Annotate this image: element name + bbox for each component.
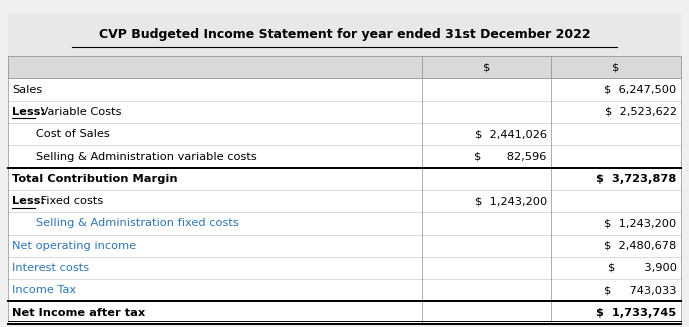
Text: $  2,480,678: $ 2,480,678 (604, 241, 677, 251)
Bar (8, 212, 681, 234)
Text: $        3,900: $ 3,900 (608, 263, 677, 273)
Text: Cost of Sales: Cost of Sales (25, 129, 110, 139)
Text: $  2,523,622: $ 2,523,622 (605, 107, 677, 117)
Bar (8, 78, 681, 101)
Bar (8, 56, 681, 78)
Bar (8, 146, 681, 168)
Text: Fixed costs: Fixed costs (37, 196, 103, 206)
Text: $  3,723,878: $ 3,723,878 (597, 174, 677, 184)
Bar (8, 234, 681, 257)
Text: $     743,033: $ 743,033 (604, 285, 677, 295)
Text: $  1,243,200: $ 1,243,200 (604, 218, 677, 228)
Bar (8, 301, 681, 324)
Text: $: $ (612, 62, 619, 72)
Bar (8, 190, 681, 212)
Text: $  6,247,500: $ 6,247,500 (604, 85, 677, 95)
Text: Selling & Administration variable costs: Selling & Administration variable costs (25, 151, 256, 162)
Bar (8, 123, 681, 146)
Text: $       82,596: $ 82,596 (475, 151, 547, 162)
Text: Sales: Sales (12, 85, 43, 95)
Bar (8, 168, 681, 190)
Text: CVP Budgeted Income Statement for year ended 31st December 2022: CVP Budgeted Income Statement for year e… (99, 28, 590, 41)
Text: Variable Costs: Variable Costs (37, 107, 121, 117)
Text: Less:: Less: (12, 196, 45, 206)
Text: Total Contribution Margin: Total Contribution Margin (12, 174, 178, 184)
Text: Net operating income: Net operating income (12, 241, 136, 251)
Text: Selling & Administration fixed costs: Selling & Administration fixed costs (25, 218, 238, 228)
Text: $  1,243,200: $ 1,243,200 (475, 196, 547, 206)
Text: Less:: Less: (12, 107, 45, 117)
Text: Interest costs: Interest costs (12, 263, 90, 273)
Bar (8, 101, 681, 123)
Text: $  2,441,026: $ 2,441,026 (475, 129, 547, 139)
Text: Net Income after tax: Net Income after tax (12, 308, 145, 318)
Bar (8, 257, 681, 279)
Text: $: $ (483, 62, 490, 72)
Bar (8, 279, 681, 301)
Text: $  1,733,745: $ 1,733,745 (597, 308, 677, 318)
Text: Income Tax: Income Tax (12, 285, 76, 295)
